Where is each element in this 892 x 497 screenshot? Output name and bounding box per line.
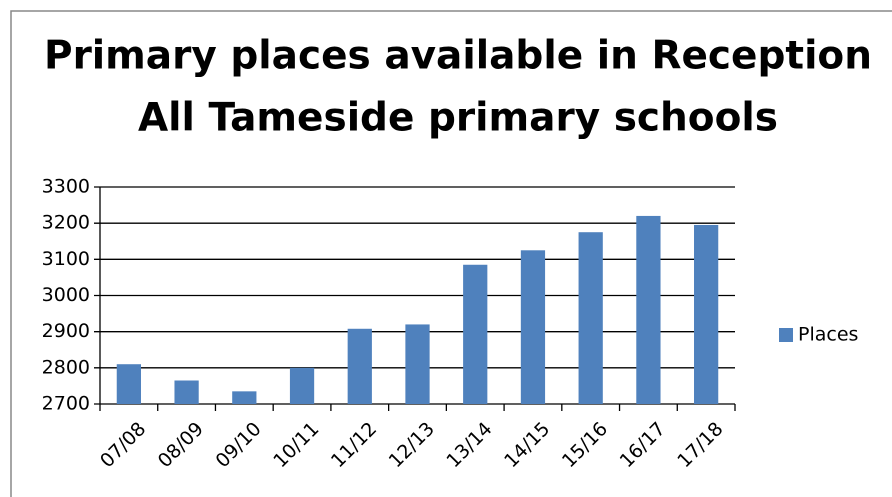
- y-tick-label: 3300: [42, 176, 90, 198]
- y-tick-label: 2700: [42, 393, 90, 415]
- y-tick-label: 3000: [42, 284, 90, 306]
- bar: [174, 380, 199, 404]
- y-tick-label: 3100: [42, 248, 90, 270]
- legend-swatch: [779, 328, 793, 342]
- bar: [636, 215, 661, 404]
- bar: [347, 328, 372, 404]
- bar: [232, 391, 257, 404]
- bar: [694, 224, 719, 404]
- chart-border: [10, 10, 892, 497]
- y-tick-label: 2800: [42, 356, 90, 378]
- legend-label: Places: [798, 324, 858, 346]
- y-tick-label: 3200: [42, 212, 90, 234]
- chart-subtitle: All Tameside primary schools: [138, 96, 778, 141]
- bar: [463, 264, 488, 404]
- bar: [289, 367, 315, 404]
- chart-title: Primary places available in Reception: [44, 34, 872, 79]
- bar: [520, 250, 546, 404]
- bar: [405, 324, 430, 404]
- bar: [116, 364, 141, 404]
- bar: [578, 232, 603, 404]
- y-tick-label: 2900: [42, 320, 90, 342]
